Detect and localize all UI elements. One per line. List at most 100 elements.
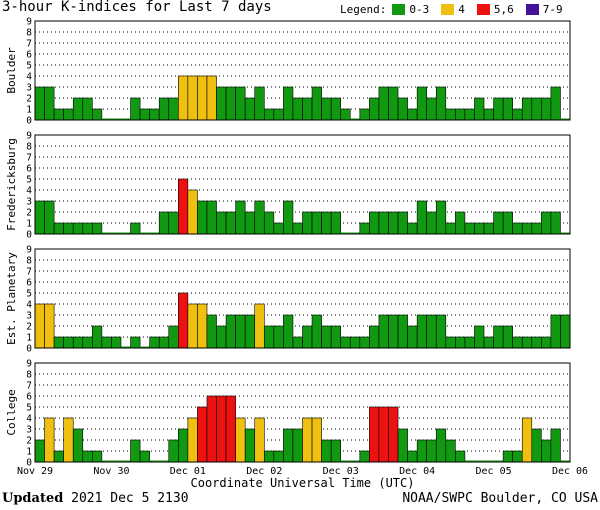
legend: Legend: 0-3 4 5,6 7-9 xyxy=(340,3,563,16)
college-bar xyxy=(302,417,313,463)
college-bar xyxy=(130,439,141,463)
chart-title: 3-hour K-indices for Last 7 days xyxy=(2,0,272,15)
boulder-bar xyxy=(435,86,447,121)
boulder-bar xyxy=(388,86,399,121)
college-bar xyxy=(426,439,437,463)
boulder-bar xyxy=(397,97,408,121)
fredericksburg-bar xyxy=(493,211,504,235)
x-tick-label: Nov 30 xyxy=(93,466,129,477)
est-planetary-bar xyxy=(455,336,466,349)
college-bar xyxy=(407,450,418,463)
boulder-bar xyxy=(283,86,294,121)
est-planetary-bar xyxy=(445,336,456,349)
college-y-tick-label: 0 xyxy=(26,458,32,469)
est-planetary-bar xyxy=(120,346,131,348)
boulder-bar xyxy=(521,97,533,121)
est-planetary-bar xyxy=(197,303,208,349)
est-planetary-bar xyxy=(407,325,418,349)
legend-label: Legend: xyxy=(340,3,387,16)
est-planetary-bar xyxy=(560,314,571,349)
college-y-tick-label: 8 xyxy=(26,370,32,381)
boulder-bar xyxy=(350,118,360,120)
est-planetary-bar xyxy=(397,314,408,349)
fredericksburg-bar xyxy=(34,200,45,235)
est-planetary-y-tick-label: 6 xyxy=(26,278,32,289)
est-planetary-panel-frame xyxy=(34,248,571,349)
fredericksburg-bar xyxy=(235,200,246,235)
fredericksburg-y-tick-label: 2 xyxy=(26,208,32,219)
boulder-bar xyxy=(445,108,456,121)
fredericksburg-bar xyxy=(92,222,103,235)
boulder-y-tick-label: 2 xyxy=(26,94,32,105)
source-credit: NOAA/SWPC Boulder, CO USA xyxy=(402,491,598,506)
fredericksburg-bar xyxy=(455,211,466,235)
boulder-bar xyxy=(216,86,227,121)
est-planetary-bar xyxy=(92,325,103,349)
fredericksburg-bar xyxy=(512,222,523,235)
boulder-panel-frame xyxy=(34,20,571,121)
fredericksburg-bar xyxy=(53,222,64,235)
fredericksburg-bar xyxy=(483,222,494,235)
fredericksburg-bar xyxy=(263,211,275,235)
fredericksburg-bar xyxy=(197,200,208,235)
college-bar xyxy=(321,439,332,463)
boulder-bar xyxy=(149,108,160,121)
boulder-bar xyxy=(302,97,313,121)
college-bar xyxy=(197,406,208,463)
legend-swatch-4 xyxy=(441,4,455,15)
est-planetary-bar xyxy=(72,336,84,349)
boulder-bar xyxy=(187,75,198,121)
est-planetary-bar xyxy=(349,336,361,349)
est-planetary-bar xyxy=(359,336,370,349)
college-bar xyxy=(378,406,389,463)
college-bar xyxy=(388,406,399,463)
college-bar xyxy=(216,395,227,463)
est-planetary-bar xyxy=(493,325,504,349)
college-bar xyxy=(560,460,570,462)
legend-text-7-9: 7-9 xyxy=(542,3,563,16)
est-planetary-bar xyxy=(483,336,494,349)
college-bar xyxy=(53,450,64,463)
boulder-bar xyxy=(455,108,466,121)
boulder-bar xyxy=(541,97,552,121)
college-y-tick-label: 1 xyxy=(26,447,32,458)
boulder-bar xyxy=(139,108,150,121)
college-bar xyxy=(397,428,408,463)
college-bar xyxy=(311,417,322,463)
college-bar xyxy=(63,417,74,463)
fredericksburg-bar xyxy=(168,211,179,235)
fredericksburg-bar xyxy=(244,211,256,235)
college-bar xyxy=(521,417,533,463)
boulder-bar xyxy=(178,75,189,121)
fredericksburg-bar xyxy=(149,232,160,234)
college-bar xyxy=(159,460,169,462)
college-bar xyxy=(369,406,380,463)
boulder-bar xyxy=(244,97,256,121)
college-bar xyxy=(101,460,112,462)
fredericksburg-bar xyxy=(206,200,217,235)
boulder-bar xyxy=(493,97,504,121)
fredericksburg-bar xyxy=(292,222,303,235)
est-planetary-bar xyxy=(53,336,64,349)
boulder-bar xyxy=(130,97,141,121)
fredericksburg-bar xyxy=(216,211,227,235)
boulder-bar xyxy=(531,97,542,121)
est-planetary-bar xyxy=(149,336,160,349)
boulder-bar xyxy=(369,97,380,121)
boulder-bar xyxy=(560,118,570,120)
boulder-bar xyxy=(158,97,170,121)
fredericksburg-y-tick-label: 5 xyxy=(26,175,32,186)
fredericksburg-bar xyxy=(541,211,552,235)
college-bar xyxy=(120,460,131,462)
college-bar xyxy=(244,428,256,463)
fredericksburg-bar xyxy=(158,211,170,235)
est-planetary-y-tick-label: 9 xyxy=(26,245,32,256)
est-planetary-bar xyxy=(321,325,332,349)
college-bar xyxy=(493,460,504,462)
boulder-y-tick-label: 4 xyxy=(26,72,32,83)
college-bar xyxy=(330,439,342,463)
fredericksburg-bar xyxy=(369,211,380,235)
boulder-bar xyxy=(483,108,494,121)
fredericksburg-y-tick-label: 6 xyxy=(26,164,32,175)
